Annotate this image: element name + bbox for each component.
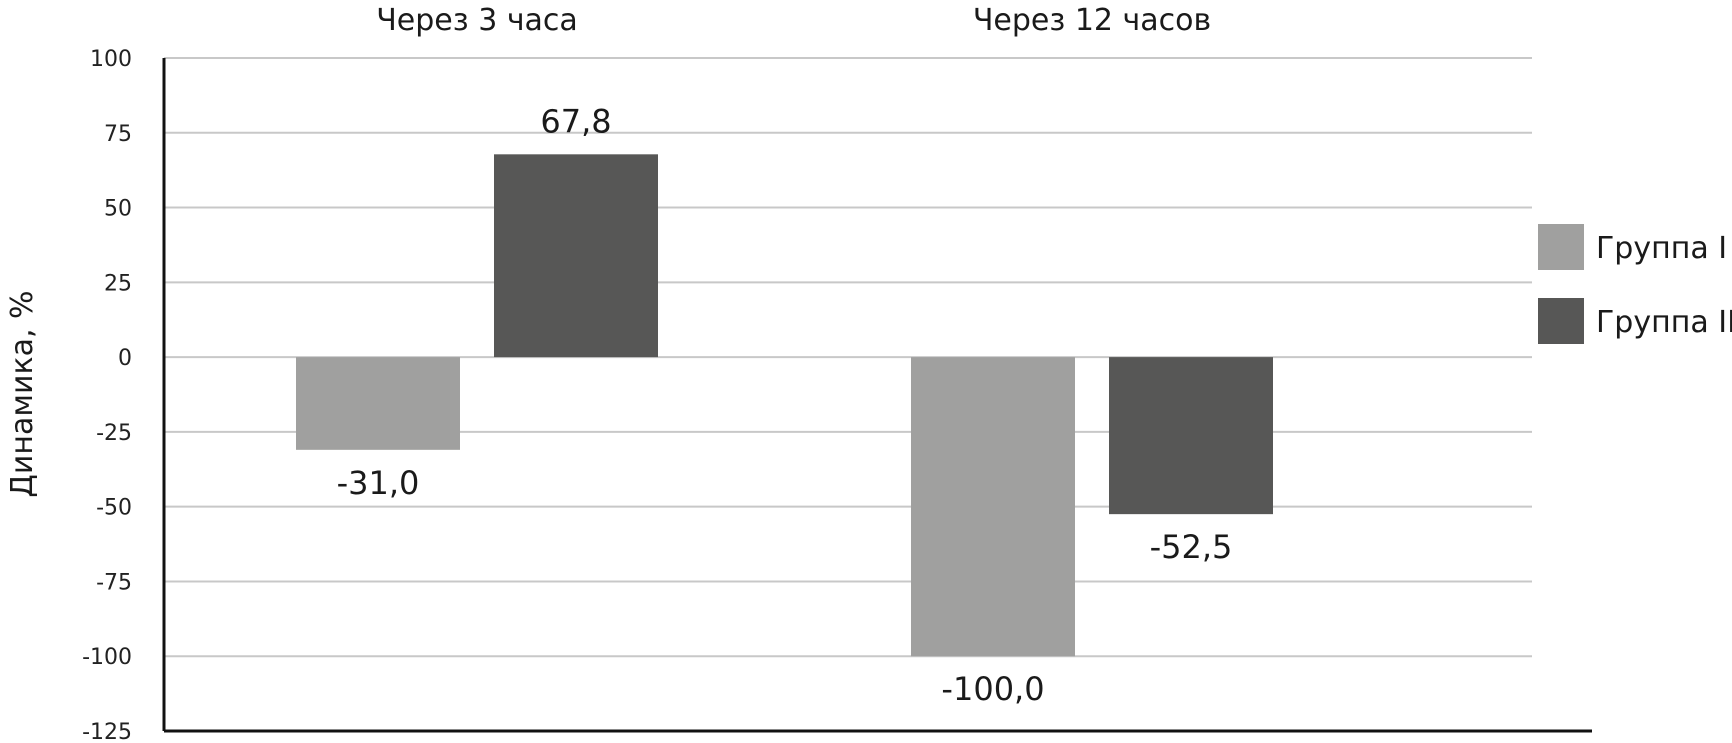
y-tick-label: 50 <box>104 197 132 222</box>
data-label: -100,0 <box>941 670 1044 708</box>
y-tick-label: -125 <box>82 720 132 743</box>
data-label: -52,5 <box>1150 528 1233 566</box>
data-label: -31,0 <box>337 464 420 502</box>
bar-group-1 <box>911 357 1075 657</box>
legend-swatch <box>1538 224 1584 270</box>
legend-swatch <box>1538 298 1584 344</box>
legend-label: Группа I <box>1596 231 1727 266</box>
y-tick-label: 75 <box>104 122 132 147</box>
y-tick-label: 100 <box>90 47 132 72</box>
category-label: Через 12 часов <box>973 3 1211 38</box>
bar-group-2 <box>1109 357 1273 515</box>
y-tick-label: -50 <box>96 496 132 521</box>
y-axis-label: Динамика, % <box>5 290 40 497</box>
legend-label: Группа II <box>1596 305 1732 340</box>
axes <box>162 58 1592 733</box>
y-tick-label: 25 <box>104 271 132 296</box>
legend: Группа I Группа II <box>1538 224 1732 344</box>
data-label: 67,8 <box>540 102 611 140</box>
y-tick-label: -75 <box>96 570 132 595</box>
y-tick-labels: 100 75 50 25 0 -25 -50 -75 -100 -125 <box>82 47 132 743</box>
category-labels: Через 3 часа Через 12 часов <box>376 3 1211 38</box>
bar-group-2 <box>494 154 658 358</box>
data-labels: -31,0 -100,0 67,8 -52,5 <box>337 102 1233 708</box>
y-tick-label: 0 <box>118 346 132 371</box>
category-label: Через 3 часа <box>376 3 578 38</box>
bar-group-1 <box>296 357 460 450</box>
y-tick-label: -100 <box>82 645 132 670</box>
y-tick-label: -25 <box>96 421 132 446</box>
bars <box>296 154 1273 657</box>
